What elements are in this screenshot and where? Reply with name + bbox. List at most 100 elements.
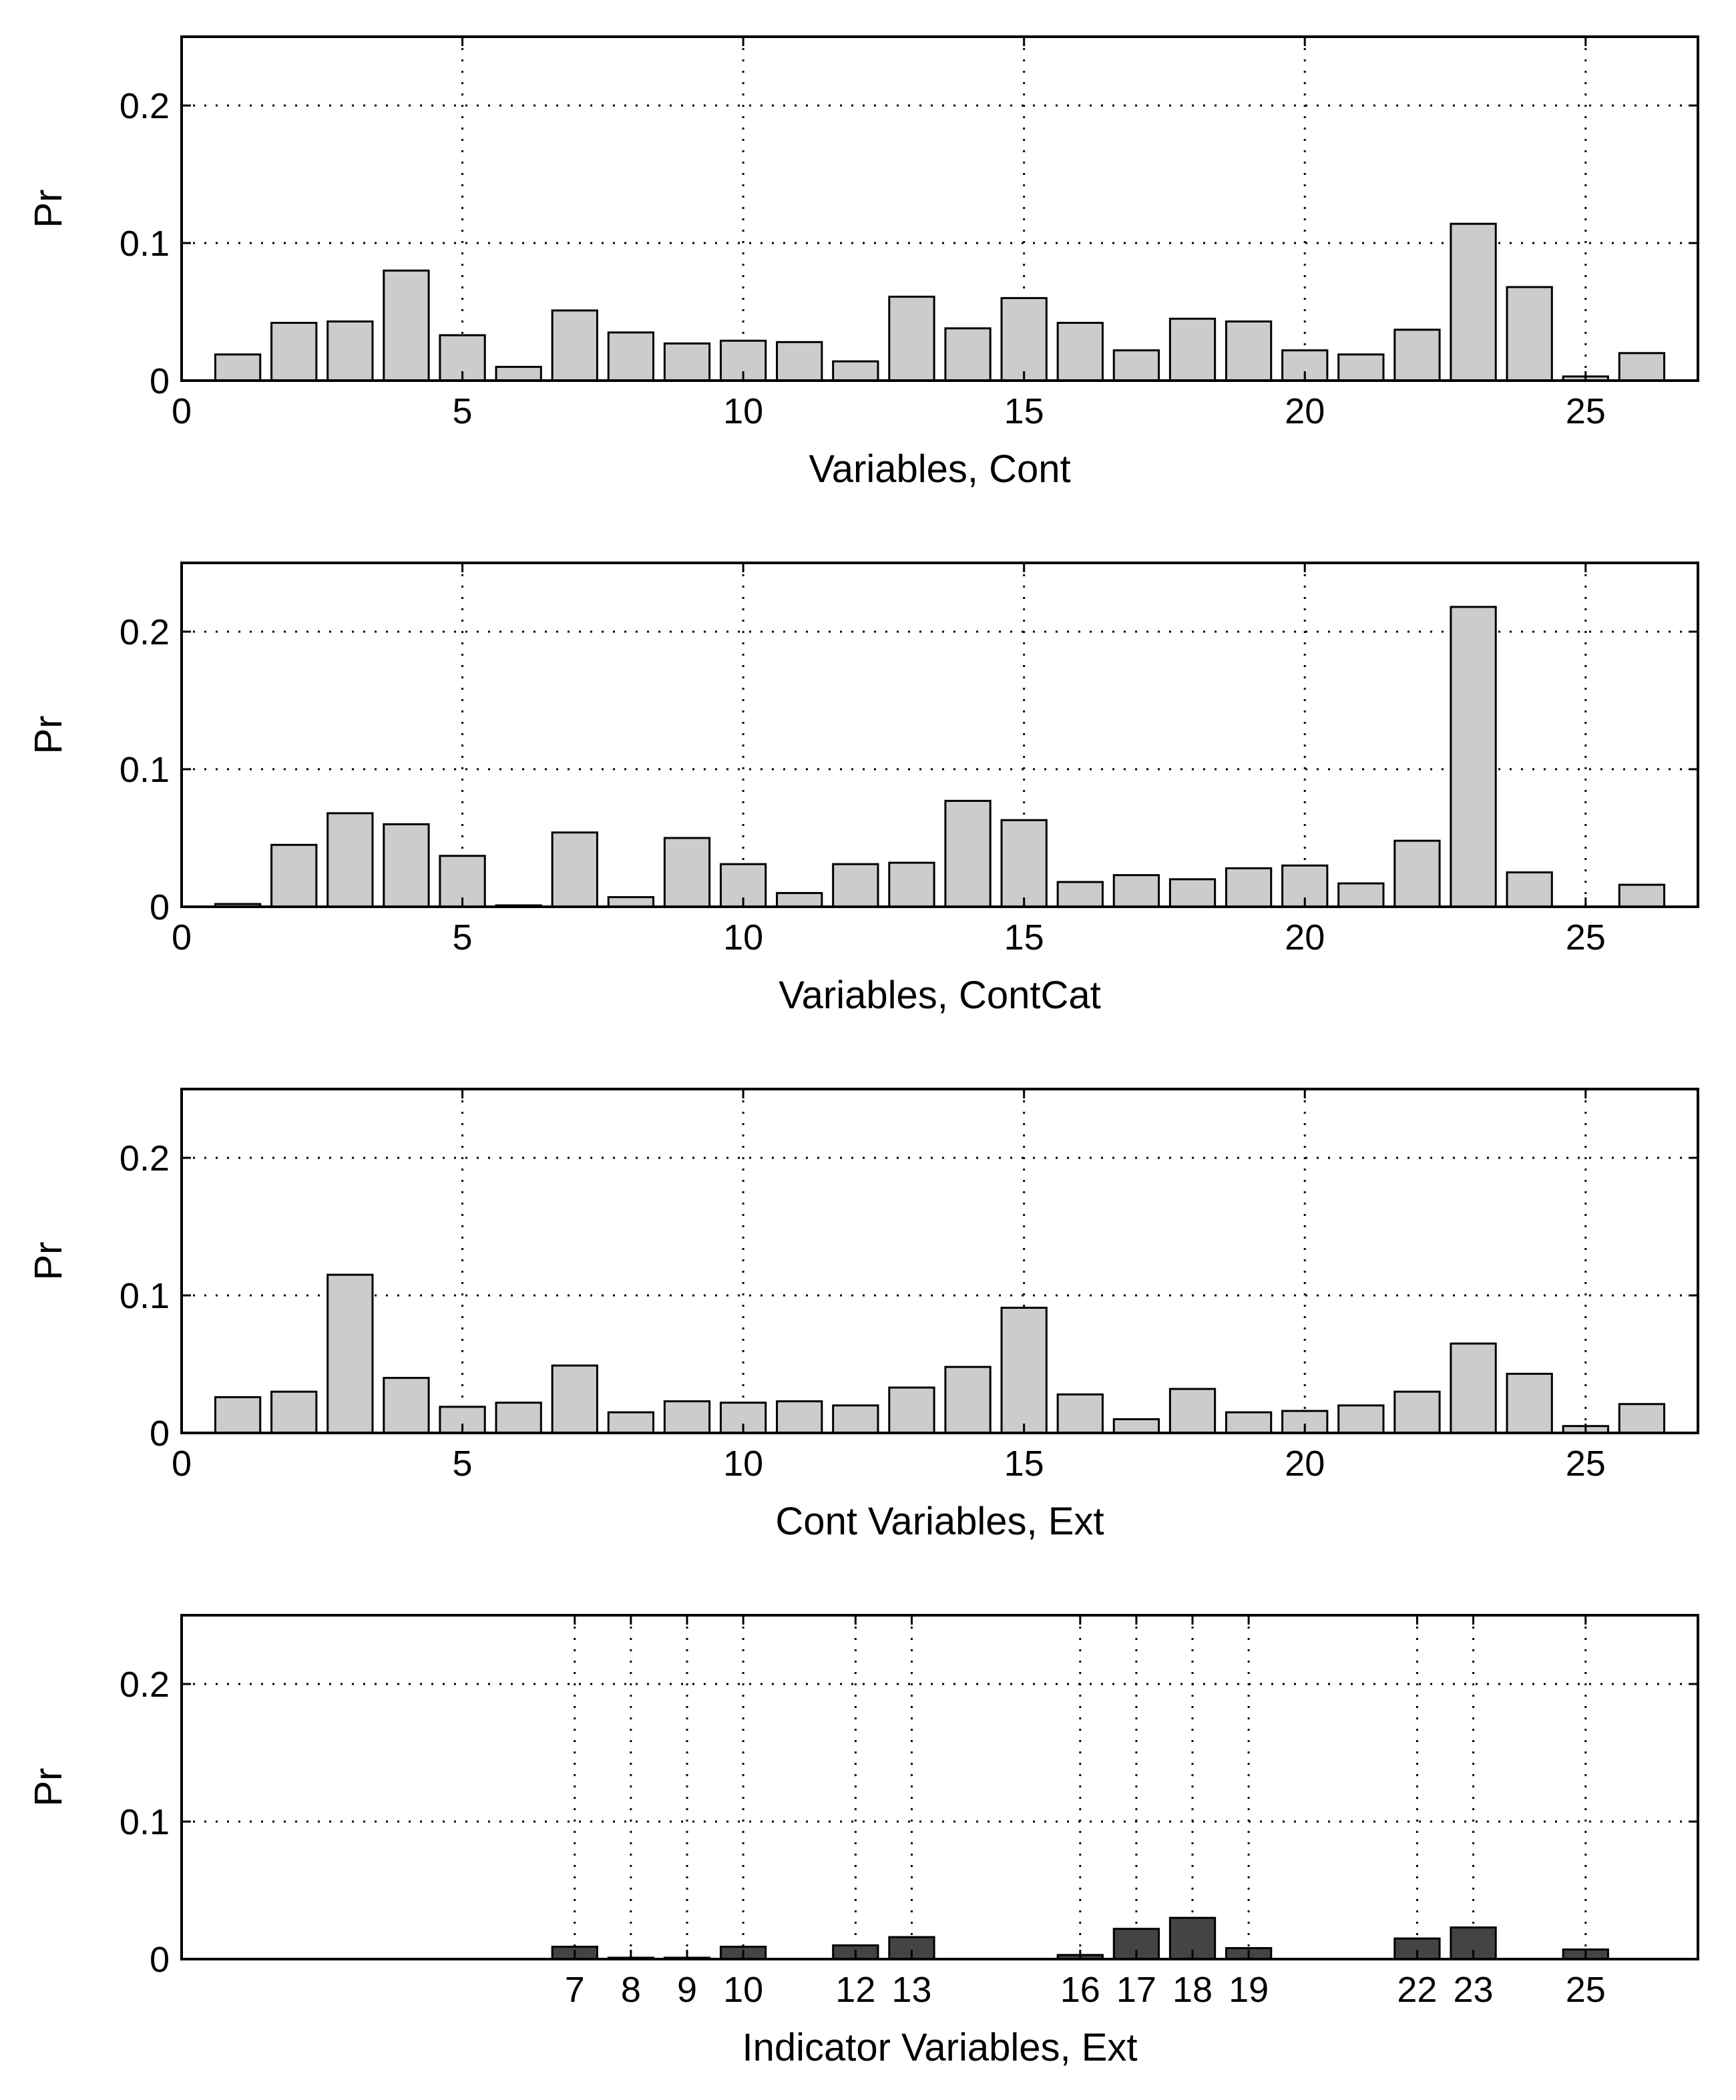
bar [214,1396,262,1434]
x-tick-label: 20 [1285,917,1325,958]
bar [1112,874,1160,908]
bar [1393,839,1441,908]
bar [1056,321,1104,382]
x-axis-title: Cont Variables, Ext [775,1500,1104,1543]
bar [270,321,318,382]
bar [495,365,542,382]
x-tick-label: 5 [453,1444,473,1484]
x-tick-label: 10 [723,917,763,958]
x-tick-label: 18 [1172,1970,1213,2010]
plot-frame [180,35,1699,382]
bar [270,1390,318,1434]
bar [832,360,879,382]
bar [551,309,598,382]
y-tick-label: 0.2 [120,86,170,126]
bar [776,341,823,382]
bar [327,812,374,908]
y-tick-label: 0.1 [120,1276,170,1316]
x-tick-label: 16 [1060,1970,1100,2010]
x-tick-label: 10 [723,1444,763,1484]
y-tick-label: 0 [150,361,170,401]
y-axis-title: Pr [27,190,70,228]
y-tick-label: 0.1 [120,750,170,790]
bar [1450,606,1497,908]
x-tick-label: 10 [723,1970,763,2010]
x-tick-label: 10 [723,391,763,431]
x-tick-label: 25 [1566,391,1606,431]
bar [1393,329,1441,382]
bar [214,353,262,382]
x-tick-label: 20 [1285,1444,1325,1484]
x-tick-label: 5 [453,917,473,958]
bar [663,342,711,382]
x-tick-label: 8 [621,1970,641,2010]
x-axis-title: Indicator Variables, Ext [742,2026,1137,2069]
bar [1225,867,1273,908]
bar [607,1411,655,1434]
bar [776,1400,823,1434]
y-tick-label: 0.2 [120,1138,170,1179]
x-tick-label: 15 [1004,1444,1044,1484]
x-tick-label: 15 [1004,917,1044,958]
bar [1225,1411,1273,1434]
x-tick-label: 0 [172,917,192,958]
bar [663,1400,711,1434]
bar [1168,1388,1217,1434]
y-tick-label: 0 [150,1940,170,1980]
x-tick-label: 20 [1285,391,1325,431]
y-axis-title: Pr [27,1768,70,1807]
bar [551,1364,598,1434]
x-tick-label: 12 [835,1970,875,2010]
y-tick-label: 0 [150,887,170,927]
bar [1618,883,1666,908]
y-tick-label: 0.1 [120,1802,170,1842]
chart-panel-3: 0 5 10 15 20 25 0 0.1 0.2 Cont Variables, Ext Pr [27,1088,1699,1543]
x-axis-title: Variables, ContCat [779,974,1101,1017]
bar [1168,317,1217,382]
y-tick-label: 0.2 [120,1665,170,1705]
plot-frame [180,1088,1699,1434]
bar [1112,349,1160,382]
x-tick-label: 25 [1566,1970,1606,2010]
bar [832,1404,879,1434]
bar [1506,286,1553,382]
x-tick-label: 25 [1566,917,1606,958]
bar [607,896,655,908]
bar [1618,1403,1666,1434]
y-axis-title: Pr [27,1242,70,1281]
x-tick-label: 17 [1116,1970,1156,2010]
y-tick-label: 0.2 [120,612,170,652]
bar [1337,1404,1385,1434]
x-tick-label: 23 [1454,1970,1494,2010]
bar [1337,882,1385,908]
x-tick-label: 13 [891,1970,931,2010]
bar [888,1386,935,1434]
bar [832,863,879,908]
bar [1056,1393,1104,1434]
bar [1168,878,1217,908]
bar [776,891,823,908]
bar [327,320,374,382]
bar [944,799,992,908]
bar [383,1377,430,1434]
bar [383,823,430,908]
x-tick-label: 9 [677,1970,697,2010]
chart-panel-1: 0 5 10 15 20 25 0 0.1 0.2 Variables, Cont Pr [27,35,1699,491]
bar [888,861,935,908]
bar [607,331,655,382]
bar [888,295,935,382]
bar [1450,222,1497,382]
bar [1450,1342,1497,1434]
x-axis-title: Variables, Cont [809,447,1070,491]
bar [383,269,430,382]
bar [1393,1390,1441,1434]
bar [1225,320,1273,382]
x-tick-label: 22 [1397,1970,1437,2010]
x-tick-label: 7 [565,1970,585,2010]
x-tick-label: 25 [1566,1444,1606,1484]
bar [1000,819,1048,908]
bar [1000,296,1048,382]
y-tick-label: 0.1 [120,224,170,264]
chart-panel-2: 0 5 10 15 20 25 0 0.1 0.2 Variables, ContCat Pr [27,562,1699,1017]
